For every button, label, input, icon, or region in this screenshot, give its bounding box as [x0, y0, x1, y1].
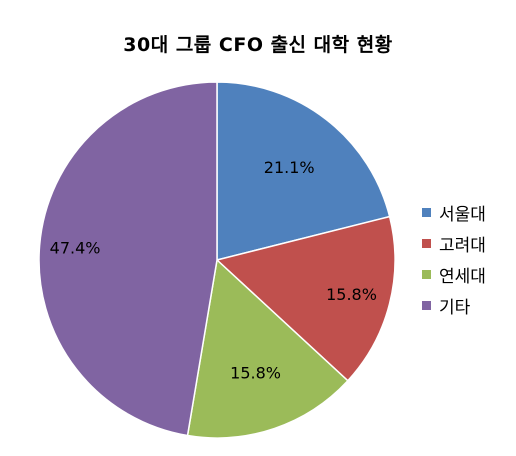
legend-item-4: 기타 — [422, 290, 512, 321]
data-label-3: 15.8% — [230, 363, 281, 382]
slice-4 — [38, 81, 218, 437]
legend-swatch-3 — [422, 270, 431, 279]
slice-2 — [215, 215, 396, 382]
legend-label-4: 기타 — [439, 298, 471, 318]
legend-label-3: 연세대 — [439, 267, 486, 287]
slice-3 — [186, 258, 349, 439]
legend-item-1: 서울대 — [422, 197, 512, 228]
legend-item-2: 고려대 — [422, 228, 512, 259]
data-label-1: 21.1% — [264, 158, 315, 177]
legend-label-1: 서울대 — [439, 205, 486, 225]
slice-1 — [216, 81, 391, 261]
legend-item-3: 연세대 — [422, 259, 512, 290]
data-label-2: 15.8% — [326, 285, 377, 304]
chart-title: 30대 그룹 CFO 출신 대학 현황 — [123, 34, 393, 56]
data-label-4: 47.4% — [50, 239, 101, 258]
legend-label-2: 고려대 — [439, 236, 486, 256]
legend-swatch-4 — [422, 301, 431, 310]
legend-swatch-1 — [422, 208, 431, 217]
legend-swatch-2 — [422, 239, 431, 248]
